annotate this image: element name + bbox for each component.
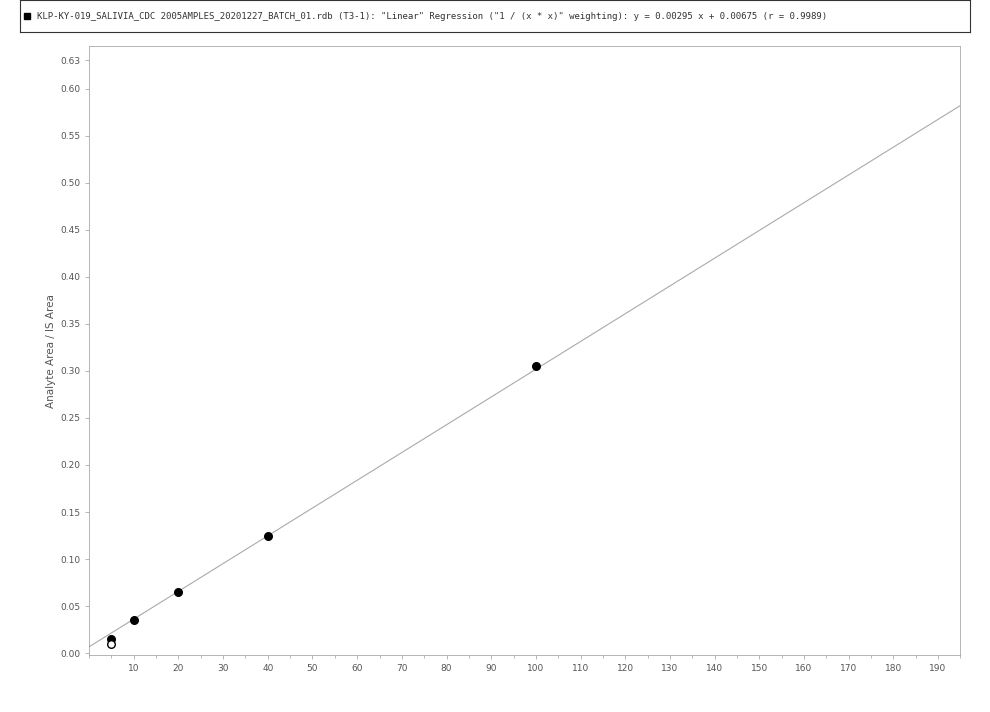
Y-axis label: Analyte Area / IS Area: Analyte Area / IS Area	[46, 294, 55, 407]
Point	[260, 530, 276, 541]
Point	[126, 614, 142, 626]
Text: KLP-KY-019_SALIVIA_CDC 2005AMPLES_20201227_BATCH_01.rdb (T3-1): "Linear" Regress: KLP-KY-019_SALIVIA_CDC 2005AMPLES_202012…	[37, 11, 827, 21]
Point	[104, 638, 120, 649]
Point	[170, 586, 186, 597]
Point	[528, 360, 544, 372]
Point	[104, 634, 120, 645]
